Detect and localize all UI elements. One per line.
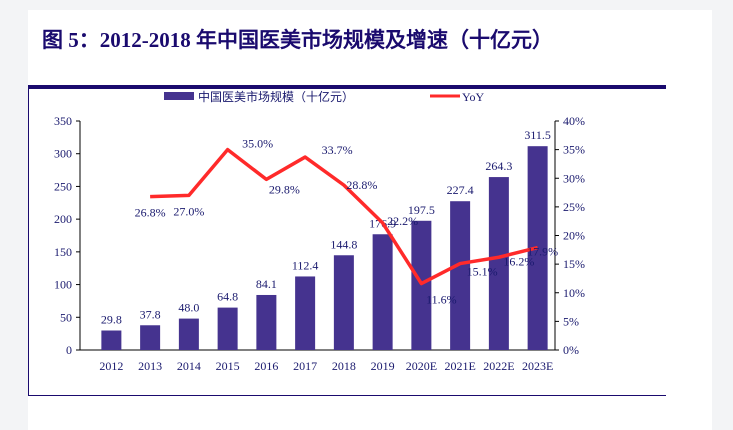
x-tick-label: 2014	[177, 359, 201, 373]
line-label: 26.8%	[135, 206, 166, 220]
line-label: 35.0%	[242, 137, 273, 151]
left-tick-label: 100	[54, 278, 72, 292]
right-tick-label: 30%	[563, 171, 585, 185]
left-tick-label: 150	[54, 245, 72, 259]
right-tick-label: 15%	[563, 257, 585, 271]
left-tick-label: 200	[54, 212, 72, 226]
bar	[256, 294, 277, 350]
left-tick-label: 250	[54, 179, 72, 193]
line-label: 22.2%	[387, 214, 418, 228]
bar	[140, 325, 161, 350]
right-tick-label: 20%	[563, 229, 585, 243]
title-rule	[28, 85, 666, 89]
frame-bottom	[28, 395, 666, 396]
bar	[450, 201, 471, 350]
line-label: 33.7%	[322, 143, 353, 157]
x-tick-label: 2017	[293, 359, 317, 373]
x-tick-label: 2020E	[406, 359, 437, 373]
left-tick-label: 0	[66, 343, 72, 357]
bar-label: 112.4	[292, 258, 319, 272]
x-tick-label: 2021E	[444, 359, 475, 373]
bar-label: 197.5	[408, 203, 435, 217]
line-label: 28.8%	[346, 178, 377, 192]
chart-title: 图 5：2012-2018 年中国医美市场规模及增速（十亿元）	[42, 28, 553, 52]
line-label: 27.0%	[173, 204, 204, 218]
bar	[295, 276, 316, 350]
frame-left	[28, 89, 29, 395]
x-tick-label: 2018	[332, 359, 356, 373]
bar-label: 264.3	[485, 159, 512, 173]
bar-label: 144.8	[330, 237, 357, 251]
bar	[372, 234, 393, 350]
bar-label: 48.0	[178, 301, 199, 315]
x-tick-label: 2023E	[522, 359, 553, 373]
x-tick-label: 2015	[216, 359, 240, 373]
line-label: 29.8%	[269, 182, 300, 196]
bar	[178, 318, 199, 350]
bar	[333, 255, 354, 350]
right-tick-label: 0%	[563, 343, 579, 357]
legend-bar-label: 中国医美市场规模（十亿元）	[198, 89, 354, 104]
bar-label: 84.1	[256, 277, 277, 291]
bar	[488, 177, 509, 350]
left-tick-label: 350	[54, 114, 72, 128]
right-tick-label: 5%	[563, 314, 579, 328]
line-label: 11.6%	[426, 293, 457, 307]
bar-label: 311.5	[524, 128, 551, 142]
right-tick-label: 25%	[563, 200, 585, 214]
x-tick-label: 2013	[138, 359, 162, 373]
line-label: 17.9%	[527, 245, 558, 259]
yoy-line	[150, 147, 539, 286]
x-tick-label: 2022E	[483, 359, 514, 373]
bar	[101, 330, 122, 350]
bar	[411, 220, 432, 350]
right-tick-label: 35%	[563, 143, 585, 157]
left-tick-label: 300	[54, 147, 72, 161]
line-label: 15.1%	[467, 265, 498, 279]
line-label: 16.2%	[503, 254, 534, 268]
x-tick-label: 2012	[99, 359, 123, 373]
legend-line-label: YoY	[462, 90, 484, 104]
right-tick-label: 40%	[563, 114, 585, 128]
bar-label: 37.8	[140, 307, 161, 321]
bar-label: 29.8	[101, 313, 122, 327]
x-tick-label: 2019	[371, 359, 395, 373]
left-tick-label: 50	[60, 310, 72, 324]
right-tick-label: 10%	[563, 286, 585, 300]
bar-label: 64.8	[217, 290, 238, 304]
card	[28, 10, 712, 430]
bar-label: 227.4	[447, 183, 474, 197]
bar	[217, 307, 238, 350]
x-tick-label: 2016	[254, 359, 278, 373]
legend-bar-swatch	[164, 92, 194, 100]
chart: 中国医美市场规模（十亿元） YoY 0 50 100 150 200 250 300 350 0…	[54, 89, 585, 373]
